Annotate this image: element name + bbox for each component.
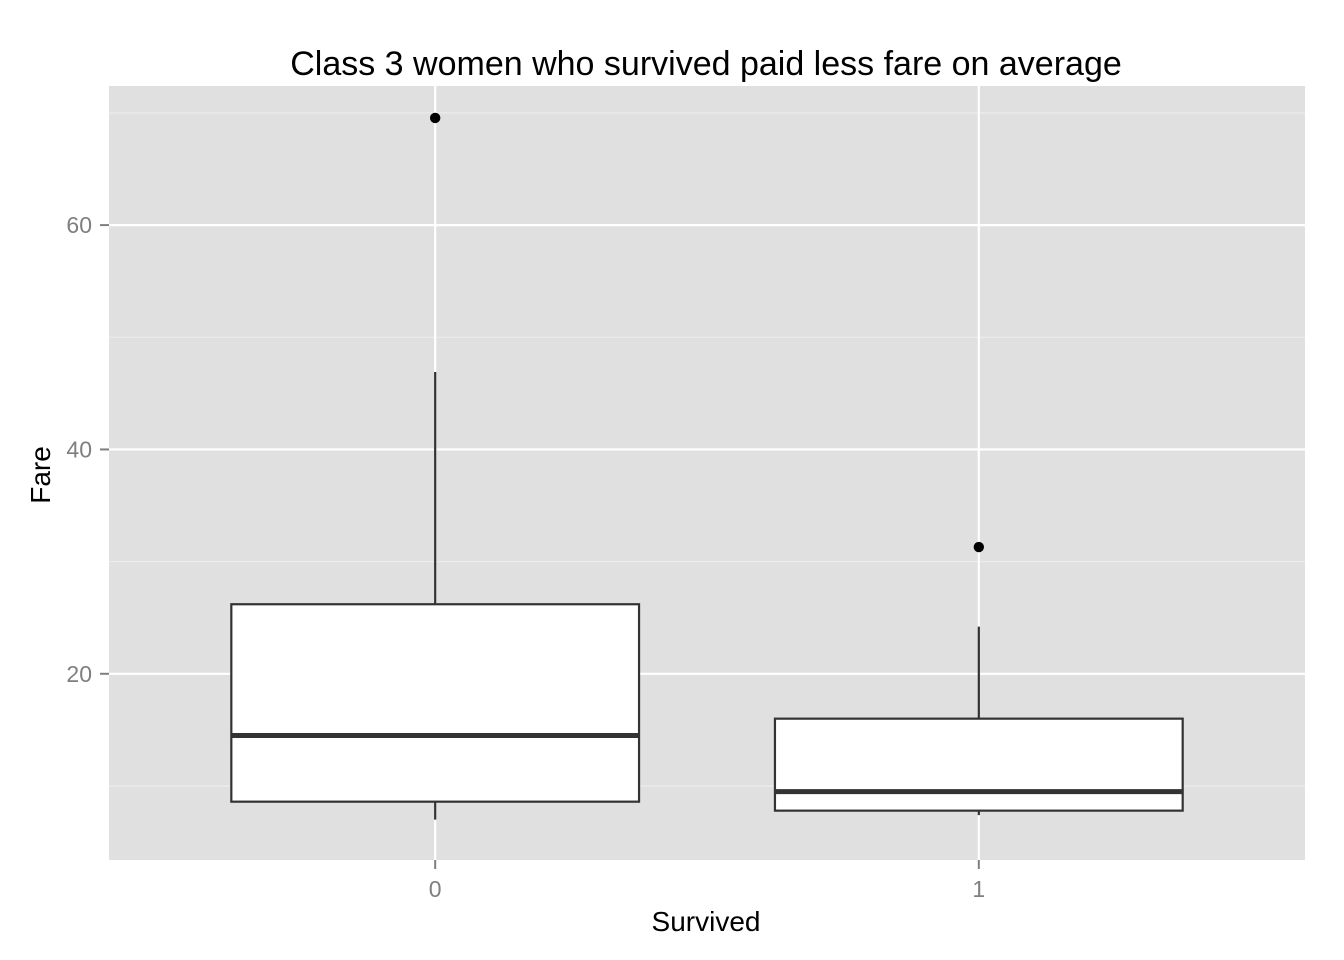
- x-tick-label: 0: [429, 876, 442, 902]
- y-tick-label: 60: [66, 212, 92, 238]
- x-axis-title: Survived: [652, 906, 761, 937]
- x-tick-label: 1: [972, 876, 985, 902]
- chart-title: Class 3 women who survived paid less far…: [290, 45, 1122, 83]
- box-iqr: [230, 603, 641, 803]
- box-series: [230, 112, 1184, 820]
- box-0: [230, 112, 641, 820]
- box-1: [773, 541, 1184, 816]
- y-tick-label: 20: [66, 661, 92, 687]
- y-axis: 20 40 60: [66, 212, 109, 687]
- box-iqr: [773, 717, 1184, 812]
- y-tick-label: 40: [66, 436, 92, 462]
- outlier-point: [429, 112, 441, 124]
- y-axis-title: Fare: [25, 446, 56, 504]
- outlier-point: [973, 541, 985, 553]
